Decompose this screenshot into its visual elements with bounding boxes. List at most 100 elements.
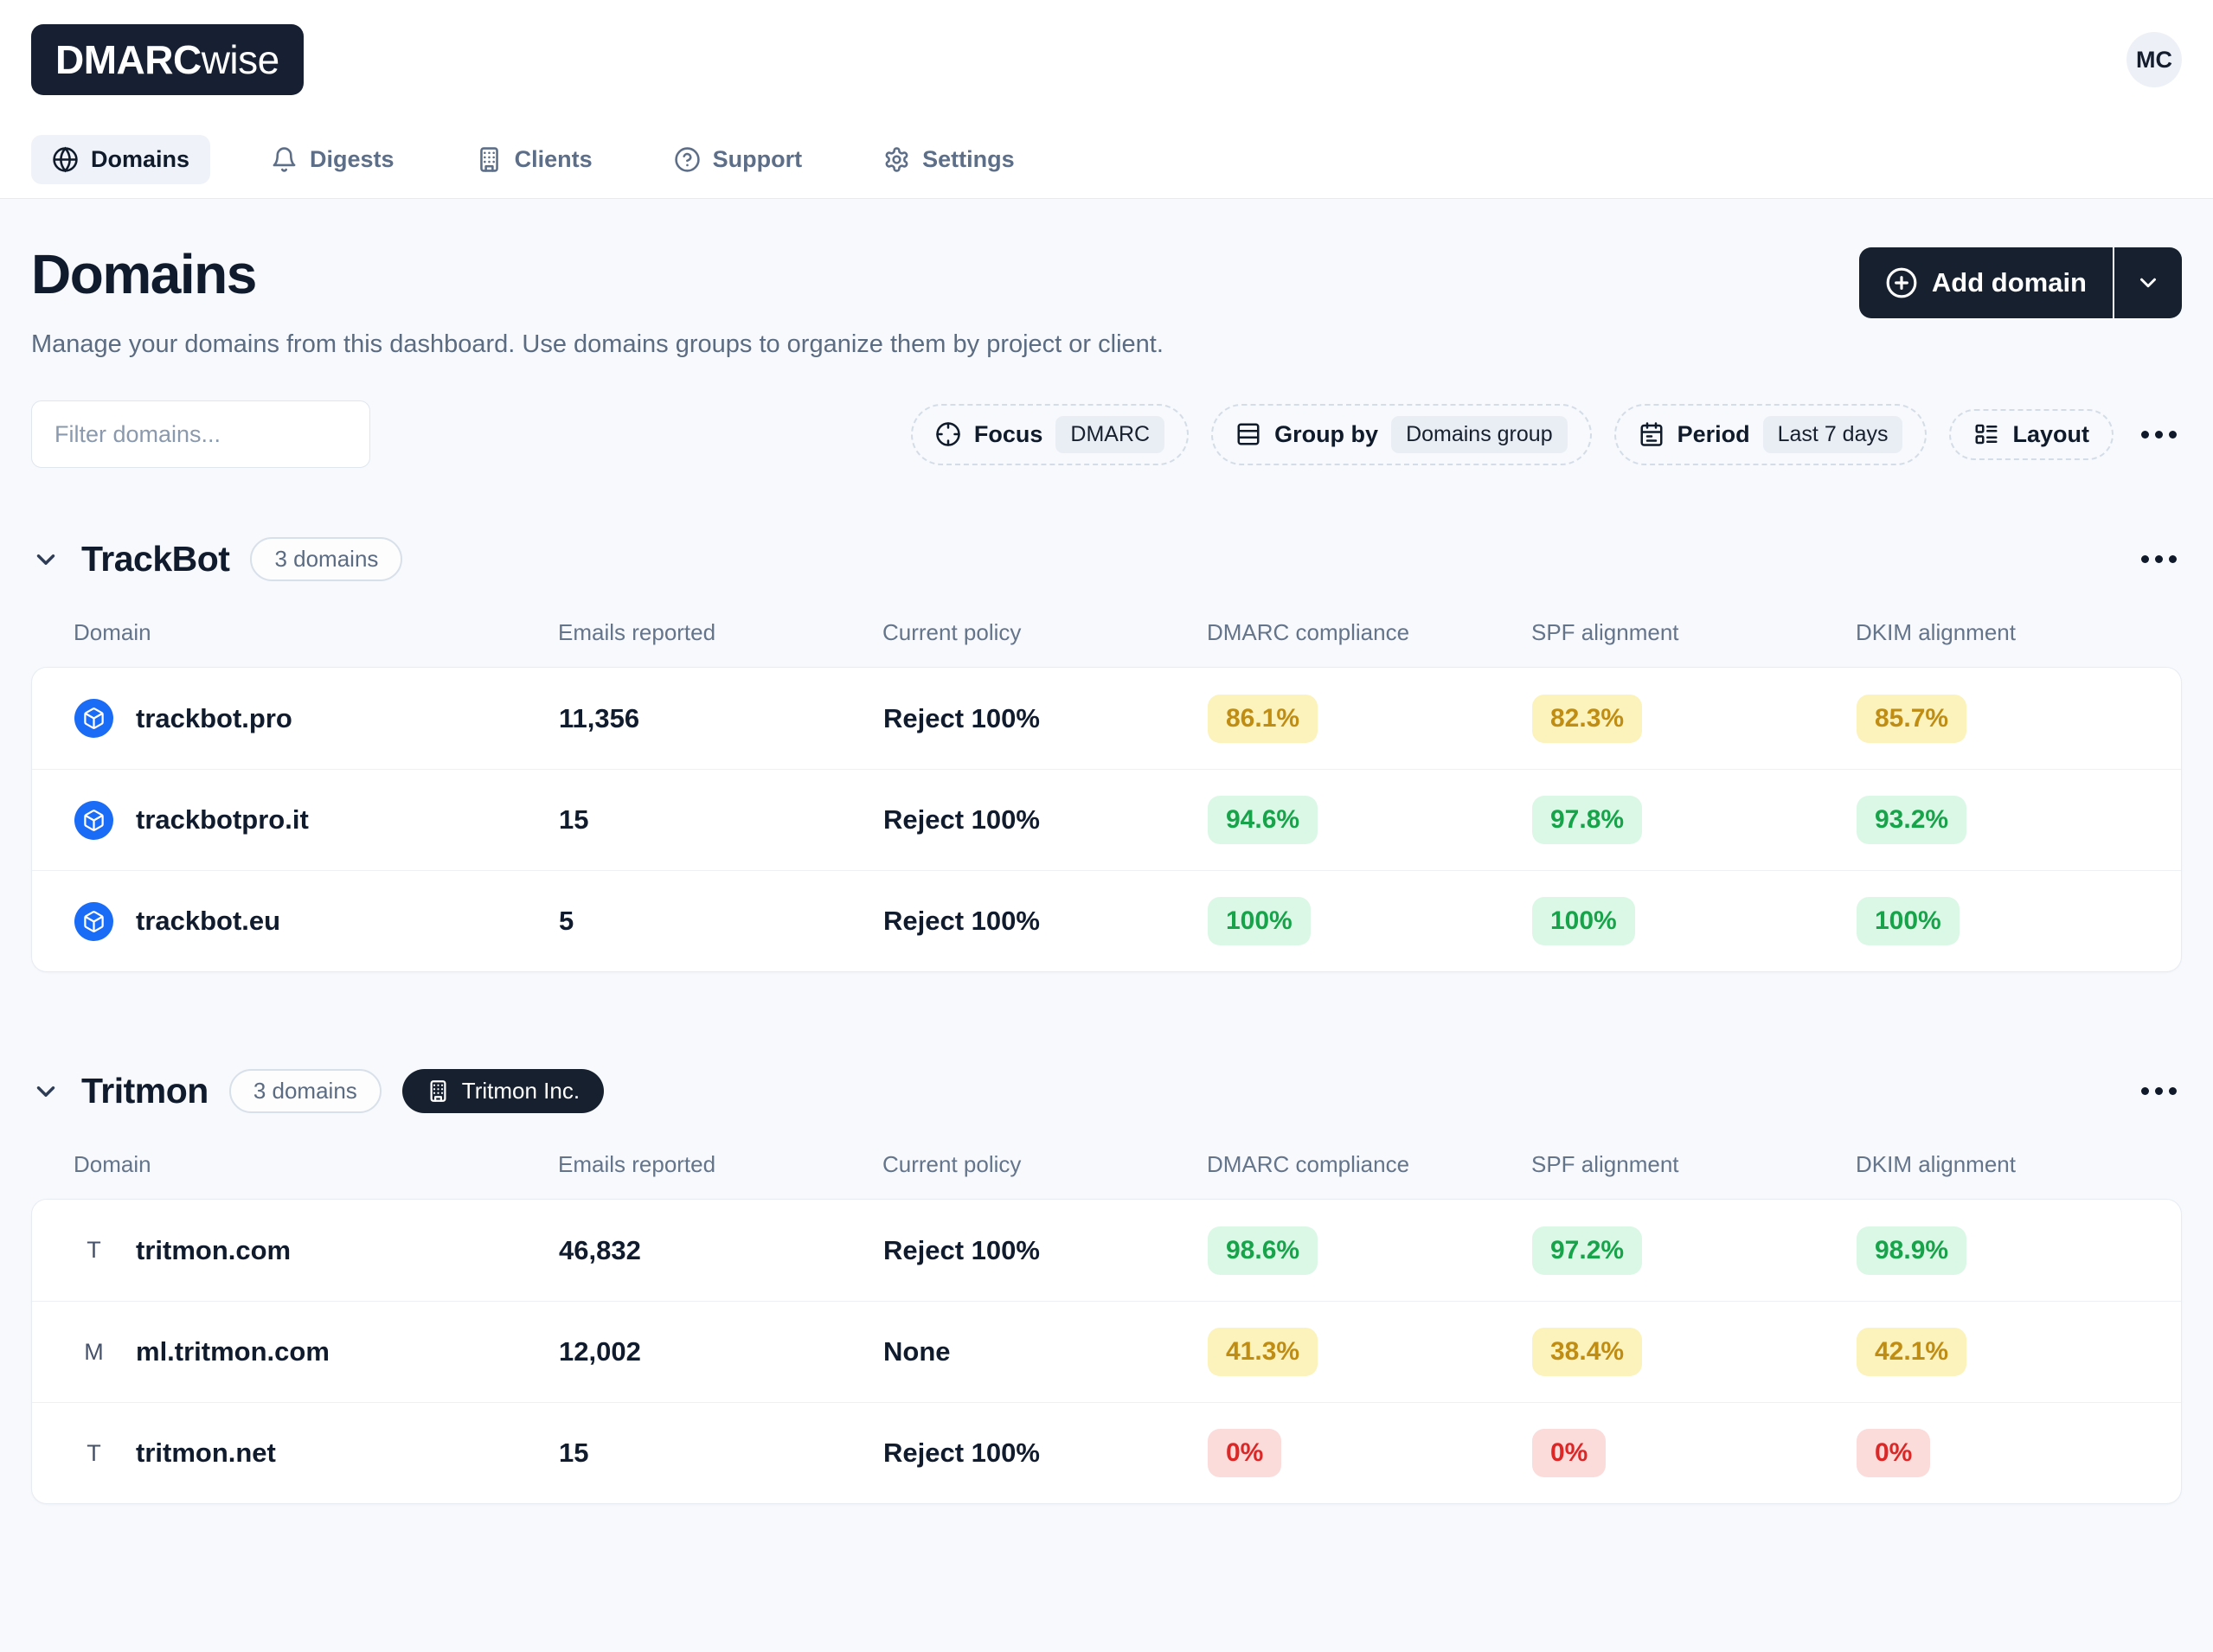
col-header-dmarc: DMARC compliance: [1207, 619, 1410, 645]
toolbar: Focus DMARC Group by Domains group Perio…: [910, 403, 2182, 465]
layout-button[interactable]: Layout: [1949, 408, 2114, 460]
domain-name: trackbot.eu: [136, 906, 281, 936]
emails-reported: 5: [559, 906, 574, 936]
brand-logo[interactable]: DMARC wise: [31, 24, 304, 95]
period-value: Last 7 days: [1762, 415, 1903, 453]
layout-list-icon: [1973, 421, 1999, 447]
dmarc-compliance-badge: 0%: [1208, 1429, 1282, 1477]
spf-alignment-badge: 100%: [1532, 897, 1635, 945]
domain-favicon-cube-icon: [74, 699, 113, 738]
domain-name: tritmon.net: [136, 1437, 276, 1468]
gear-icon: [883, 146, 910, 173]
globe-icon: [52, 146, 79, 173]
nav-label: Support: [712, 146, 803, 172]
crosshair-icon: [935, 421, 961, 447]
nav-label: Domains: [91, 146, 190, 172]
collapse-group-button[interactable]: [31, 545, 61, 574]
dmarc-compliance-badge: 94.6%: [1208, 796, 1318, 844]
col-header-spf: SPF alignment: [1531, 1151, 1679, 1177]
spf-alignment-badge: 82.3%: [1532, 694, 1643, 743]
spf-alignment-badge: 97.8%: [1532, 796, 1643, 844]
add-domain-button[interactable]: Add domain: [1859, 247, 2113, 318]
focus-value: DMARC: [1055, 415, 1165, 453]
nav-label: Digests: [310, 146, 394, 172]
group-more-button[interactable]: [2136, 547, 2182, 572]
group-header-trackbot: TrackBot 3 domains: [31, 537, 2182, 581]
nav-item-domains[interactable]: Domains: [31, 135, 211, 184]
current-policy: None: [883, 1336, 951, 1367]
add-domain-split-button: Add domain: [1858, 247, 2182, 318]
nav-label: Settings: [922, 146, 1015, 172]
nav-item-clients[interactable]: Clients: [455, 135, 613, 184]
current-policy: Reject 100%: [883, 804, 1040, 835]
dmarc-compliance-badge: 41.3%: [1208, 1328, 1318, 1376]
layout-label: Layout: [2012, 420, 2089, 447]
group-name: Tritmon: [81, 1071, 208, 1111]
group-by-button[interactable]: Group by Domains group: [1211, 403, 1592, 465]
building-icon: [427, 1079, 450, 1103]
nav-item-support[interactable]: Support: [653, 135, 823, 184]
emails-reported: 15: [559, 1437, 589, 1468]
col-header-dmarc: DMARC compliance: [1207, 1151, 1410, 1177]
domain-favicon-cube-icon: [74, 901, 113, 941]
current-policy: Reject 100%: [883, 1234, 1040, 1265]
org-badge-label: Tritmon Inc.: [461, 1078, 581, 1104]
collapse-group-button[interactable]: [31, 1077, 61, 1106]
table-row[interactable]: M ml.tritmon.com 12,002 None 41.3% 38.4%…: [32, 1301, 2181, 1402]
button-divider: [2113, 247, 2114, 318]
period-button[interactable]: Period Last 7 days: [1613, 403, 1928, 465]
org-badge[interactable]: Tritmon Inc.: [401, 1069, 605, 1113]
spf-alignment-badge: 97.2%: [1532, 1226, 1643, 1275]
col-header-policy: Current policy: [882, 619, 1022, 645]
domain-count-badge: 3 domains: [228, 1069, 382, 1113]
table-row[interactable]: trackbot.eu 5 Reject 100% 100% 100% 100%: [32, 870, 2181, 971]
brand-name-light: wise: [201, 37, 280, 82]
building-icon: [476, 146, 503, 173]
group-name: TrackBot: [81, 539, 230, 579]
period-label: Period: [1677, 420, 1750, 447]
rows-icon: [1235, 421, 1261, 447]
domain-favicon-letter: T: [87, 1439, 101, 1466]
main-nav: Domains Digests Clients Support Settings: [31, 135, 2182, 198]
emails-reported: 12,002: [559, 1336, 641, 1367]
nav-item-digests[interactable]: Digests: [250, 135, 415, 184]
toolbar-more-button[interactable]: [2136, 422, 2182, 447]
col-header-dkim: DKIM alignment: [1856, 1151, 2016, 1177]
user-initials: MC: [2136, 46, 2172, 73]
domain-name: trackbotpro.it: [136, 804, 309, 835]
emails-reported: 11,356: [559, 702, 640, 733]
chevron-down-icon: [2135, 270, 2161, 296]
dmarc-compliance-badge: 100%: [1208, 897, 1311, 945]
table-row[interactable]: T tritmon.net 15 Reject 100% 0% 0% 0%: [32, 1402, 2181, 1503]
emails-reported: 46,832: [559, 1234, 641, 1265]
domain-count-badge: 3 domains: [250, 537, 403, 581]
table-header-row: Domain Emails reported Current policy DM…: [31, 1151, 2182, 1178]
app-header: DMARC wise MC Domains Digests Clients Sup…: [0, 0, 2213, 199]
dkim-alignment-badge: 0%: [1857, 1429, 1931, 1477]
domain-favicon-cube-icon: [74, 800, 113, 840]
col-header-dkim: DKIM alignment: [1856, 619, 2016, 645]
domains-table-trackbot: trackbot.pro 11,356 Reject 100% 86.1% 82…: [31, 667, 2182, 972]
focus-button[interactable]: Focus DMARC: [910, 403, 1190, 465]
group-header-tritmon: Tritmon 3 domains Tritmon Inc.: [31, 1069, 2182, 1113]
domain-name: tritmon.com: [136, 1234, 292, 1265]
current-policy: Reject 100%: [883, 702, 1040, 733]
current-policy: Reject 100%: [883, 906, 1040, 936]
add-domain-menu-button[interactable]: [2114, 247, 2182, 318]
table-row[interactable]: trackbot.pro 11,356 Reject 100% 86.1% 82…: [32, 668, 2181, 769]
domain-name: trackbot.pro: [136, 702, 292, 733]
col-header-domain: Domain: [74, 619, 151, 645]
filter-domains-input[interactable]: [31, 400, 370, 468]
brand-name-bold: DMARC: [55, 37, 202, 82]
calendar-icon: [1639, 421, 1665, 447]
domains-table-tritmon: T tritmon.com 46,832 Reject 100% 98.6% 9…: [31, 1199, 2182, 1504]
nav-item-settings[interactable]: Settings: [863, 135, 1036, 184]
page-title: Domains: [31, 243, 257, 305]
group-more-button[interactable]: [2136, 1079, 2182, 1104]
table-row[interactable]: trackbotpro.it 15 Reject 100% 94.6% 97.8…: [32, 769, 2181, 870]
domain-favicon-letter: M: [84, 1338, 104, 1365]
table-row[interactable]: T tritmon.com 46,832 Reject 100% 98.6% 9…: [32, 1200, 2181, 1301]
user-avatar[interactable]: MC: [2126, 32, 2182, 87]
dkim-alignment-badge: 85.7%: [1857, 694, 1967, 743]
current-policy: Reject 100%: [883, 1437, 1040, 1468]
